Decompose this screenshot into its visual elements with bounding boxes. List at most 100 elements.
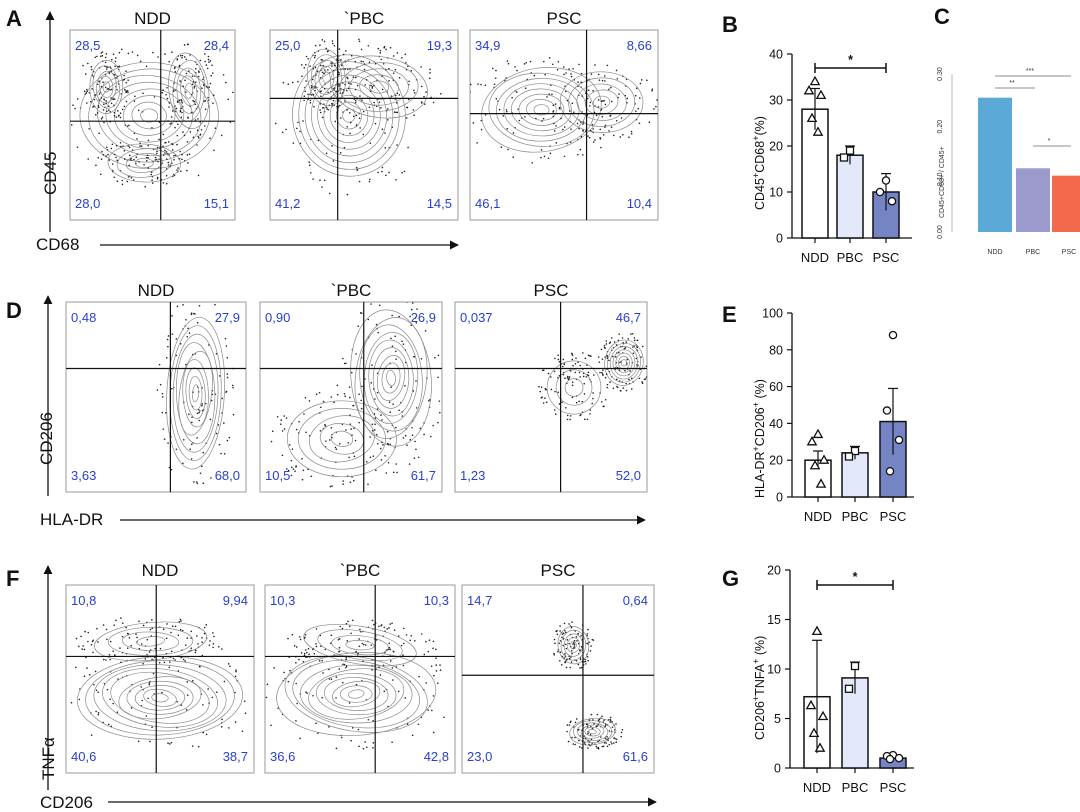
contour-line [330, 430, 354, 447]
event-dot [413, 457, 416, 460]
event-dot [315, 393, 318, 396]
event-dot [108, 653, 111, 656]
y-tick-label: 0 [776, 491, 783, 505]
event-dot [148, 651, 151, 653]
event-dot [200, 129, 203, 131]
event-dot [563, 126, 566, 128]
event-dot [100, 117, 103, 120]
event-dot [361, 385, 363, 388]
event-dot [208, 86, 210, 88]
event-dot [357, 728, 360, 731]
event-dot [372, 455, 375, 457]
event-dot [582, 154, 584, 156]
event-dot [404, 53, 407, 56]
event-dot [170, 468, 173, 471]
event-dot [334, 64, 336, 67]
event-dot [629, 370, 631, 372]
event-dot [388, 646, 391, 649]
event-dot [115, 156, 117, 159]
event-dot [557, 358, 560, 361]
event-dot [587, 354, 590, 357]
event-dot [574, 721, 577, 724]
event-dot [529, 60, 532, 63]
event-dot [348, 702, 351, 704]
event-dot [76, 146, 79, 148]
data-point-triangle [812, 428, 824, 439]
event-dot [594, 139, 596, 141]
event-dot [557, 60, 560, 63]
event-dot [332, 99, 335, 102]
event-dot [326, 108, 328, 110]
event-dot [111, 143, 114, 146]
event-dot [586, 418, 589, 421]
event-dot [389, 648, 392, 651]
event-dot [566, 375, 569, 378]
event-dot [194, 651, 197, 654]
event-dot [358, 180, 361, 183]
event-dot [549, 152, 552, 155]
event-dot [571, 736, 573, 739]
event-dot [107, 88, 110, 90]
contour-line [136, 636, 165, 647]
category-label: NDD [803, 780, 831, 795]
event-dot [564, 631, 567, 634]
event-dot [608, 130, 610, 132]
event-dot [331, 62, 333, 64]
event-dot [271, 430, 274, 433]
event-dot [106, 146, 108, 149]
event-dot [415, 448, 417, 451]
event-dot [182, 131, 184, 133]
event-dot [260, 692, 262, 694]
event-dot [201, 403, 204, 405]
event-dot [308, 164, 311, 167]
event-dot [375, 433, 378, 436]
event-dot [167, 335, 170, 337]
event-dot [187, 162, 189, 164]
event-dot [203, 297, 205, 299]
event-dot [362, 60, 364, 63]
plot-frame [65, 584, 255, 774]
event-dot [316, 70, 319, 73]
event-dot [372, 720, 374, 722]
quadrant-ur: 27,9 [215, 310, 240, 325]
event-dot [371, 85, 374, 88]
event-dot [113, 153, 116, 156]
event-dot [620, 735, 622, 738]
event-dot [386, 442, 389, 445]
event-dot [322, 400, 325, 403]
event-dot [403, 170, 406, 173]
event-dot [587, 135, 589, 137]
event-dot [573, 645, 576, 647]
y-tick-label: 10 [767, 663, 781, 677]
event-dot [190, 637, 192, 639]
event-dot [381, 88, 384, 91]
event-dot [576, 640, 578, 642]
event-dot [221, 397, 224, 400]
event-dot [123, 150, 126, 152]
event-dot [115, 116, 118, 118]
event-dot [620, 390, 622, 392]
event-dot [564, 643, 567, 646]
event-dot [511, 96, 513, 99]
event-dot [138, 161, 140, 163]
event-dot [514, 66, 516, 68]
contour-line [332, 680, 381, 708]
event-dot [587, 747, 589, 749]
event-dot [171, 333, 174, 335]
event-dot [215, 352, 218, 355]
event-dot [346, 126, 348, 128]
event-dot [559, 630, 561, 632]
event-dot [546, 96, 548, 98]
event-dot [587, 740, 589, 742]
event-dot [198, 304, 201, 307]
event-dot [53, 688, 55, 690]
event-dot [299, 636, 301, 638]
contour-line [347, 689, 365, 699]
event-dot [205, 85, 208, 88]
event-dot [109, 88, 111, 91]
event-dot [113, 74, 116, 76]
event-dot [147, 697, 149, 700]
event-dot [169, 123, 171, 125]
contour-line [306, 48, 346, 107]
